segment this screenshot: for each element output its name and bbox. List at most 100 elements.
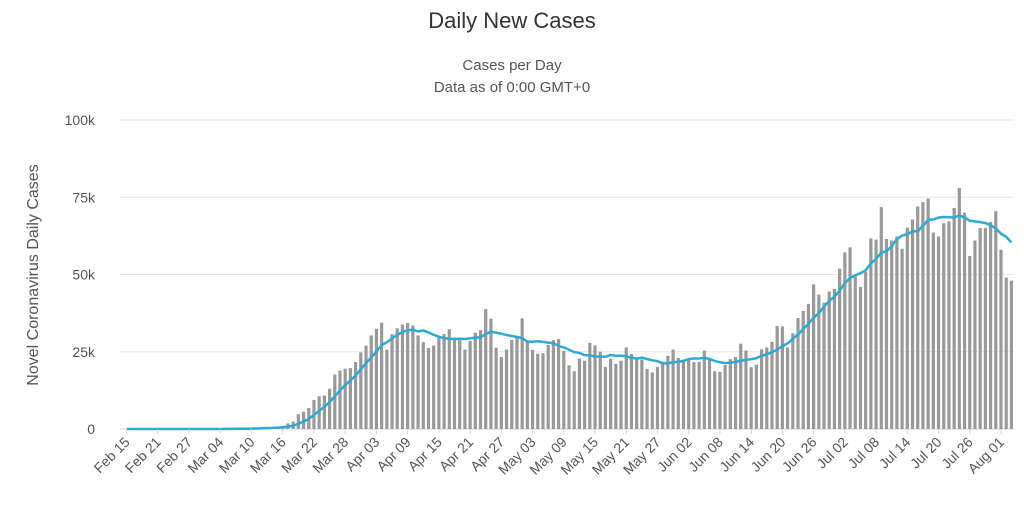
bar[interactable] [494,347,498,429]
bar[interactable] [572,371,576,429]
bar[interactable] [999,249,1003,429]
bar[interactable] [603,366,608,429]
bar[interactable] [692,362,696,429]
bar[interactable] [968,255,972,429]
bar[interactable] [556,339,561,429]
bar[interactable] [681,361,686,429]
bar[interactable] [567,365,571,429]
bar[interactable] [869,238,873,429]
bar[interactable] [921,202,925,429]
bar[interactable] [473,332,477,429]
bar[interactable] [895,236,899,429]
bar[interactable] [702,350,706,429]
bar[interactable] [879,207,883,429]
bar[interactable] [442,334,446,429]
bar[interactable] [380,322,384,429]
bar[interactable] [978,228,982,429]
bar[interactable] [926,198,930,429]
bar[interactable] [884,238,889,429]
bar[interactable] [426,348,431,429]
bar[interactable] [416,335,420,429]
bar[interactable] [676,357,680,429]
bar[interactable] [609,358,613,429]
bar[interactable] [874,239,878,429]
bar[interactable] [796,318,800,429]
bar[interactable] [687,360,691,429]
bar[interactable] [916,206,920,429]
bar[interactable] [437,336,441,429]
bar[interactable] [988,221,993,429]
bar[interactable] [588,342,592,429]
bar[interactable] [510,340,514,429]
bar[interactable] [905,227,909,429]
bar[interactable] [296,414,300,429]
bar[interactable] [421,342,425,429]
bar[interactable] [770,341,774,429]
bar[interactable] [791,333,795,429]
bar[interactable] [577,358,582,429]
bar[interactable] [754,364,758,429]
bar[interactable] [759,349,764,429]
bar[interactable] [354,361,358,429]
bar[interactable] [817,294,821,429]
bar[interactable] [463,349,467,429]
bar[interactable] [546,344,550,429]
bar[interactable] [707,358,712,429]
bar[interactable] [838,268,842,429]
bar[interactable] [947,221,951,429]
bar[interactable] [635,358,639,429]
bar[interactable] [593,345,597,429]
bar[interactable] [364,345,368,429]
bar[interactable] [655,366,660,429]
bar[interactable] [614,363,618,429]
bar[interactable] [333,374,337,429]
bar[interactable] [411,325,415,429]
bar[interactable] [697,361,701,429]
bar[interactable] [619,360,623,429]
bar[interactable] [832,289,837,429]
bar[interactable] [942,223,946,429]
bar[interactable] [858,286,863,429]
bar[interactable] [733,357,738,429]
bar[interactable] [900,248,904,429]
bar[interactable] [536,353,540,429]
bar[interactable] [864,271,868,429]
bar[interactable] [406,323,410,429]
bar[interactable] [525,341,529,429]
bar[interactable] [843,252,847,429]
bar[interactable] [374,328,379,429]
bar[interactable] [400,324,405,429]
bar[interactable] [322,395,326,429]
bar[interactable] [827,291,831,429]
bar[interactable] [359,352,363,429]
bar[interactable] [775,326,779,429]
bar[interactable] [890,240,894,429]
bar[interactable] [432,345,436,429]
bar[interactable] [957,187,961,429]
bar[interactable] [936,236,941,429]
bar[interactable] [348,368,353,429]
bar[interactable] [973,240,977,429]
bar[interactable] [822,302,826,429]
bar[interactable] [983,228,987,429]
bar[interactable] [385,349,389,429]
bar[interactable] [671,349,675,429]
bar[interactable] [530,349,535,429]
bar[interactable] [489,318,493,429]
bar[interactable] [785,347,790,429]
bar[interactable] [343,368,347,429]
bar[interactable] [1004,277,1008,429]
bar[interactable] [520,318,524,429]
bar[interactable] [962,212,967,429]
bar[interactable] [661,361,665,429]
bar[interactable] [1009,280,1013,429]
bar[interactable] [744,350,748,429]
bar[interactable] [317,396,321,429]
bar[interactable] [718,371,722,429]
bar[interactable] [478,330,483,429]
moving-average-line[interactable] [126,214,1013,431]
bar[interactable] [952,208,956,429]
bar[interactable] [910,219,915,429]
bar[interactable] [723,365,727,429]
bar[interactable] [629,353,634,429]
